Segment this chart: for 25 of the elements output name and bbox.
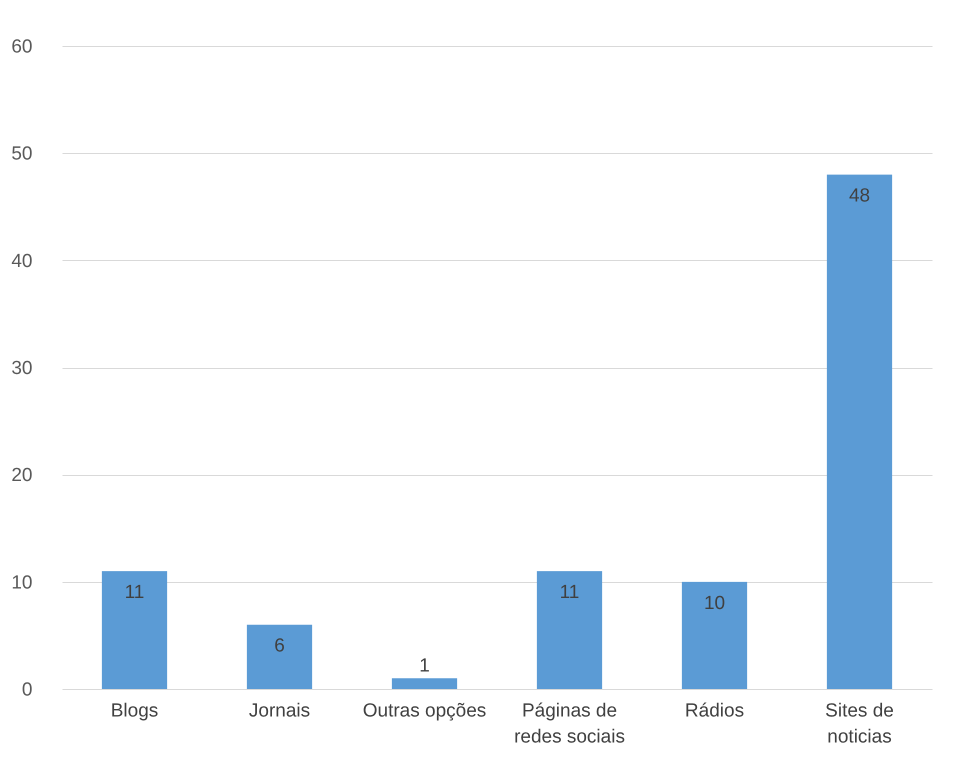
bar bbox=[826, 174, 892, 689]
bar bbox=[536, 571, 602, 689]
y-tick-label: 50 bbox=[11, 144, 32, 165]
bar bbox=[392, 678, 458, 689]
x-tick-label: Páginas de redes sociais bbox=[514, 700, 625, 748]
data-label: 1 bbox=[419, 655, 430, 676]
data-label: 10 bbox=[704, 592, 726, 614]
x-tick-label: Blogs bbox=[110, 700, 158, 722]
data-label: 48 bbox=[848, 186, 870, 207]
y-tick-label: 10 bbox=[11, 572, 32, 594]
y-tick-label: 0 bbox=[22, 680, 32, 700]
x-tick-label: Rádios bbox=[684, 700, 744, 722]
data-label: 11 bbox=[560, 582, 580, 604]
x-tick-label: Jornais bbox=[248, 700, 310, 722]
y-tick-label: 20 bbox=[11, 465, 32, 486]
data-label: 6 bbox=[274, 636, 285, 657]
bar bbox=[246, 624, 312, 689]
y-tick-label: 30 bbox=[11, 358, 32, 379]
bar bbox=[102, 571, 168, 689]
x-tick-label: Outras opções bbox=[362, 700, 486, 722]
y-tick-label: 60 bbox=[11, 36, 32, 58]
y-tick-label: 40 bbox=[11, 250, 32, 272]
data-label: 11 bbox=[124, 582, 144, 604]
bar bbox=[682, 582, 748, 689]
x-tick-label: Sites de noticias bbox=[825, 700, 894, 748]
